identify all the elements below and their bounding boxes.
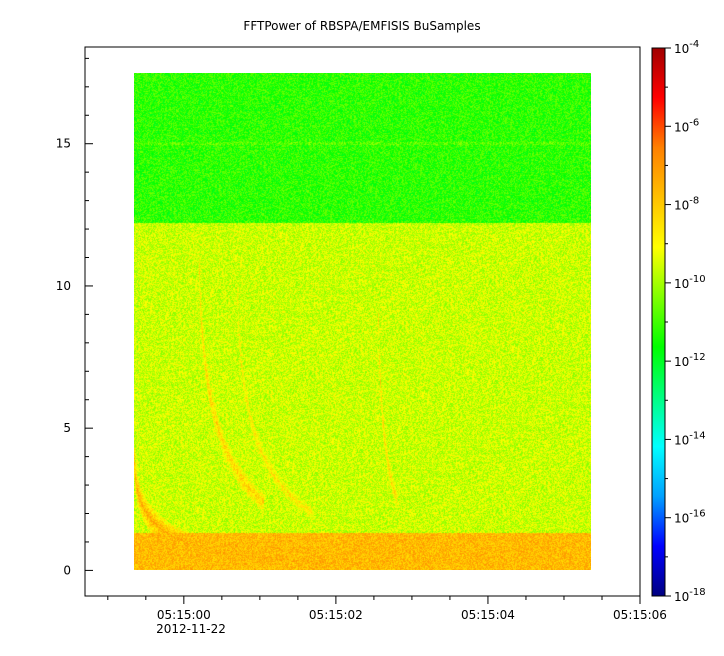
y-tick-label: 10	[56, 279, 71, 293]
y-tick-label: 15	[56, 137, 71, 151]
colorbar-tick-label: 10-14	[674, 430, 706, 447]
x-tick-label: 05:15:00	[157, 608, 211, 622]
spectrogram-heatmap	[134, 73, 591, 570]
colorbar-tick-label: 10-8	[674, 196, 699, 213]
x-tick-label: 05:15:06	[613, 608, 667, 622]
y-tick-label: 0	[63, 563, 71, 577]
colorbar	[651, 47, 666, 597]
colorbar-tick-label: 10-10	[674, 274, 706, 291]
y-tick-label: 5	[63, 421, 71, 435]
colorbar-tick-label: 10-4	[674, 39, 699, 56]
x-tick-label: 05:15:04	[461, 608, 515, 622]
colorbar-tick-label: 10-12	[674, 352, 706, 369]
colorbar-tick-label: 10-18	[674, 587, 706, 604]
chart-title: FFTPower of RBSPA/EMFISIS BuSamples	[243, 19, 480, 33]
x-axis: 05:15:00 05:15:02 05:15:04 05:15:06	[107, 596, 667, 622]
spectrogram-image	[134, 73, 591, 570]
x-tick-label: 05:15:02	[309, 608, 363, 622]
colorbar-axis: 10-18 10-16 10-14 10-12 10-10 10-8 10-6 10-4	[665, 39, 706, 604]
x-date-label: 2012-11-22	[156, 622, 226, 636]
y-axis: 0 5 10 15	[56, 57, 93, 577]
colorbar-tick-label: 10-16	[674, 509, 706, 526]
colorbar-tick-label: 10-6	[674, 117, 699, 134]
